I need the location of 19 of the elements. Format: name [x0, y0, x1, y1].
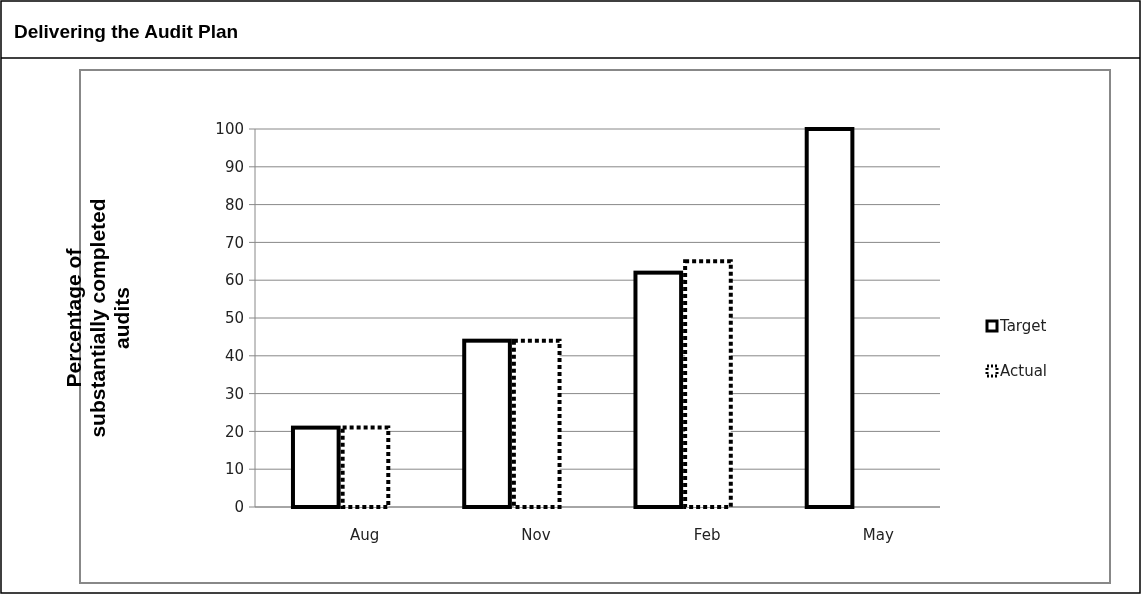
x-tick-label: Nov	[521, 526, 551, 544]
y-tick-label: 100	[215, 120, 244, 139]
chart-title: Delivering the Audit Plan	[14, 21, 239, 42]
y-tick-label: 80	[224, 195, 244, 214]
y-tick-label: 50	[224, 309, 244, 328]
x-tick-label: Feb	[693, 526, 721, 544]
x-tick-label: Aug	[349, 526, 380, 544]
legend-label: Target	[999, 317, 1047, 336]
x-tick-label: May	[862, 526, 894, 544]
y-tick-label: 90	[224, 158, 244, 177]
y-tick-label: 0	[234, 498, 244, 517]
y-tick-label: 10	[224, 460, 244, 479]
y-tick-label: 30	[224, 384, 244, 403]
legend-label: Actual	[1000, 362, 1047, 381]
y-tick-label: 40	[224, 347, 244, 366]
y-tick-label: 60	[224, 271, 244, 290]
y-tick-label: 70	[224, 233, 244, 252]
y-axis-title: Percentage of substantially completed audits	[62, 198, 133, 438]
y-tick-label: 20	[224, 422, 244, 441]
